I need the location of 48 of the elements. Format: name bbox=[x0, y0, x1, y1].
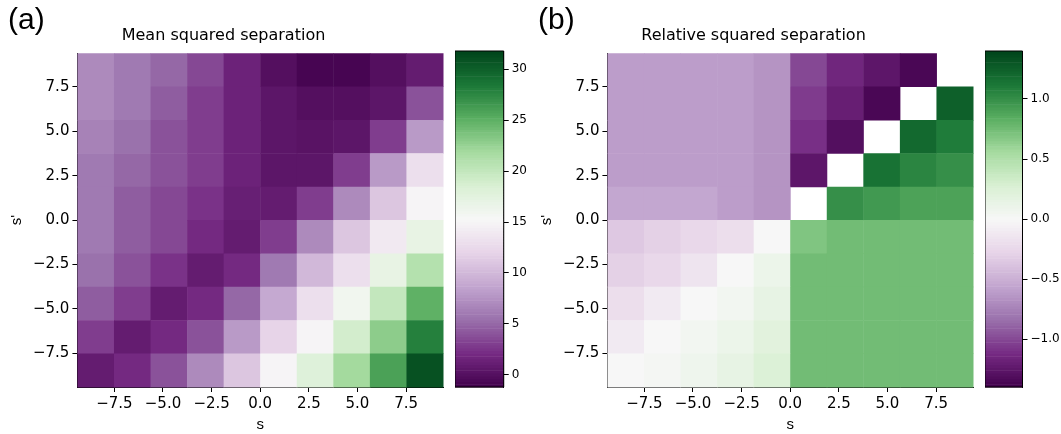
y-tick-label: −5.0 bbox=[32, 298, 70, 317]
x-tick-label: −2.5 bbox=[193, 393, 230, 412]
color-bar-label: 25 bbox=[511, 112, 528, 127]
x-tick-label: −5.0 bbox=[144, 393, 182, 412]
color-bar-label: −0.5 bbox=[1030, 271, 1060, 286]
y-tick-label: 2.5 bbox=[45, 165, 70, 184]
color-bar-label: 30 bbox=[511, 61, 528, 76]
x-tick-label: 2.5 bbox=[296, 393, 321, 412]
y-axis-title: s' bbox=[7, 214, 25, 226]
x-tick-label: 0.0 bbox=[248, 393, 273, 412]
color-bar-label: 15 bbox=[511, 214, 528, 229]
color-bar-label: 0 bbox=[511, 366, 520, 381]
text: (b) bbox=[538, 2, 575, 36]
color-bar-label: −1.0 bbox=[1030, 331, 1060, 346]
y-tick-label: 7.5 bbox=[575, 76, 600, 95]
x-tick-label: −2.5 bbox=[723, 393, 760, 412]
y-tick-label: 0.0 bbox=[45, 209, 70, 228]
color-bar-label: 0.5 bbox=[1030, 151, 1050, 166]
y-tick-label: 2.5 bbox=[575, 165, 600, 184]
color-bar-label: 0.0 bbox=[1030, 211, 1050, 226]
y-tick-label: −7.5 bbox=[32, 343, 70, 362]
chart-title: Mean squared separation bbox=[121, 24, 326, 44]
y-tick-label: 5.0 bbox=[575, 121, 600, 140]
x-tick-label: −7.5 bbox=[96, 393, 133, 412]
text: (a) bbox=[8, 2, 45, 36]
y-tick-label: 0.0 bbox=[575, 209, 600, 228]
x-tick-label: −7.5 bbox=[626, 393, 663, 412]
y-tick-label: −7.5 bbox=[562, 343, 600, 362]
y-tick-label: −5.0 bbox=[562, 298, 600, 317]
chart-title: Relative squared separation bbox=[641, 24, 866, 44]
x-axis-title: s bbox=[256, 415, 264, 433]
x-axis-title: s bbox=[786, 415, 794, 433]
y-tick-label: 7.5 bbox=[45, 76, 70, 95]
color-bar-label: 20 bbox=[511, 163, 528, 178]
y-tick-label: 5.0 bbox=[45, 121, 70, 140]
x-tick-label: 2.5 bbox=[826, 393, 851, 412]
x-tick-label: 0.0 bbox=[778, 393, 803, 412]
x-tick-label: 5.0 bbox=[345, 393, 370, 412]
color-bar-label: 1.0 bbox=[1030, 91, 1050, 106]
x-tick-label: −5.0 bbox=[674, 393, 712, 412]
y-tick-label: −2.5 bbox=[562, 254, 600, 273]
y-tick-label: −2.5 bbox=[32, 254, 70, 273]
x-tick-label: 7.5 bbox=[924, 393, 948, 412]
color-bar-label: 10 bbox=[511, 265, 528, 280]
x-tick-label: 5.0 bbox=[875, 393, 900, 412]
y-axis-title: s' bbox=[537, 214, 555, 226]
x-tick-label: 7.5 bbox=[394, 393, 418, 412]
color-bar-label: 5 bbox=[511, 316, 520, 330]
